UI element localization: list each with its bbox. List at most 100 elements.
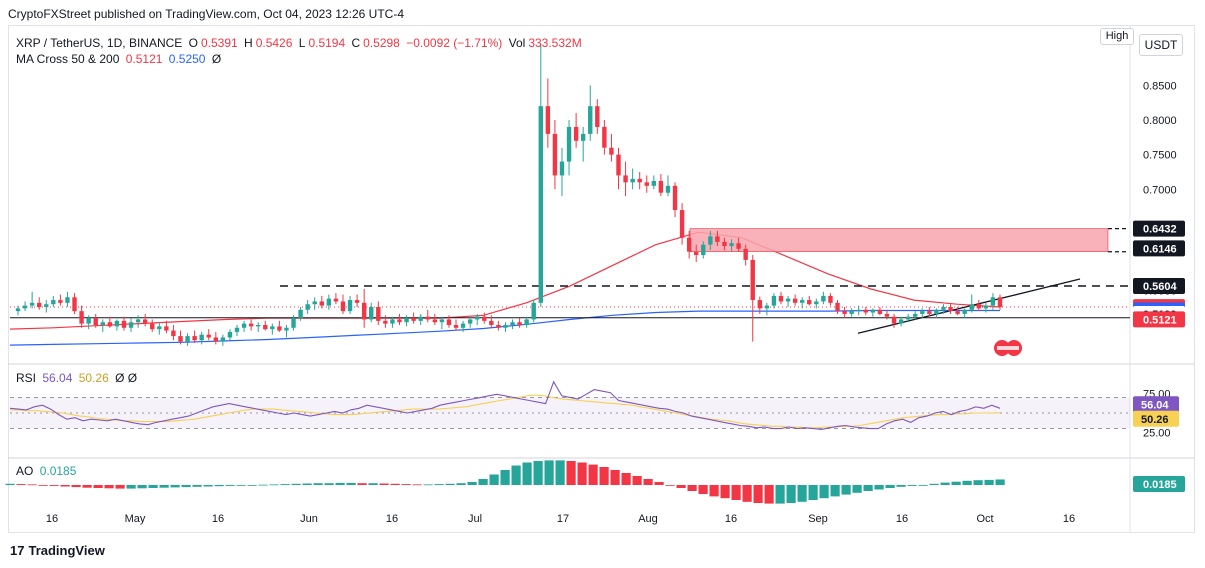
candle-body [256,324,261,327]
candle-body [708,236,713,245]
candle-body [595,106,600,127]
time-tick-label: Jun [300,513,318,525]
candle-body [566,126,572,162]
candle-body [580,133,586,141]
ao-bar [555,460,565,485]
open-value: 0.5391 [200,36,238,50]
ao-bar [907,485,917,486]
candle-body [15,308,21,312]
ao-bar [115,485,125,489]
candle-body [446,319,452,325]
symbol-title[interactable]: XRP / TetherUS, 1D, BINANCE [16,36,183,50]
ao-bar [500,470,510,485]
ao-bar [995,479,1005,485]
price-tick-label: 0.7000 [1143,184,1177,196]
candle-body [750,259,755,301]
ao-bar [214,485,224,487]
ao-bar [676,485,686,488]
ao-bar [984,479,994,485]
price-tick-label: 0.7500 [1143,150,1177,162]
candle-body [821,295,826,302]
price-badge-label: 0.5121 [1143,314,1177,326]
candle-body [467,319,473,324]
candle-body [192,336,197,341]
candle-body [856,309,861,312]
time-tick-label: 16 [386,513,398,525]
time-tick-label: 16 [46,513,58,525]
rsi-badge [1133,410,1179,427]
currency-button[interactable]: USDT [1139,34,1183,56]
close-label: C [351,36,361,50]
ao-bar [203,485,213,487]
chart-frame [8,25,1195,533]
ao-bar [973,480,983,485]
candle-body [185,336,190,342]
ao-bar [302,483,312,485]
ao-bar [434,484,444,485]
candle-body [411,318,416,321]
candle-body [29,302,35,306]
price-badge [1133,311,1185,328]
rsi-label[interactable]: RSI [16,371,37,385]
ohlc-legend: XRP / TetherUS, 1D, BINANCE O 0.5391 H 0.5… [16,36,585,50]
price-badge-label: 0.5604 [1143,281,1178,293]
ao-bar [346,482,356,485]
candle-body [150,323,155,330]
candle-body [997,297,1003,307]
ao-bar [280,484,290,485]
ao-bar [808,485,818,500]
candle-body [757,300,762,309]
rsi-extra: Ø Ø [115,371,138,385]
ao-bar [93,485,103,488]
candle-body [686,237,692,252]
ao-bar [577,462,587,485]
ao-bar [929,483,939,485]
price-tick-label: 0.8500 [1143,80,1177,92]
candle-body [72,297,77,312]
change-value: −0.0092 (−1.71%) [406,36,503,50]
high-label: H [244,36,253,50]
ao-bar [379,483,389,485]
candle-body [220,337,226,342]
rsi-value: 56.04 [42,371,73,385]
ao-bar [357,483,367,485]
candle-body [248,323,254,327]
candle-body [948,306,953,312]
ao-bar [401,484,411,485]
ao-bar [368,483,378,485]
candle-body [489,320,494,325]
candle-body [778,295,784,302]
candle-body [312,301,317,305]
candle-body [383,320,388,324]
footer-brand: TradingView [28,543,105,558]
candle-body [849,311,854,314]
high-button[interactable]: High [1100,28,1134,45]
candle-body [142,319,148,324]
ao-bar [819,485,829,499]
ao-bar [181,485,191,488]
ao-badge [1133,476,1185,492]
candle-body [425,316,430,320]
rsi-badge-label: 50.26 [1141,414,1169,426]
ao-bar [511,465,521,485]
ao-bar [566,461,576,485]
candle-body [496,324,501,328]
rsi-badge-label: 56.04 [1141,399,1169,411]
ao-bar [775,485,785,504]
ao-bar [632,476,642,485]
ma-label[interactable]: MA Cross 50 & 200 [16,52,120,66]
low-value: 0.5194 [308,36,346,50]
candle-body [976,304,982,309]
ao-label[interactable]: AO [16,464,34,478]
candle-body [453,324,459,328]
ao-bar [467,482,477,485]
time-tick-label: 16 [212,513,224,525]
candle-body [969,304,974,310]
candle-body [347,300,353,312]
candle-body [736,243,741,249]
candle-body [178,336,183,342]
candle-body [291,318,296,328]
tradingview-footer[interactable]: 17 TradingView [10,543,105,558]
candle-body [538,106,543,303]
